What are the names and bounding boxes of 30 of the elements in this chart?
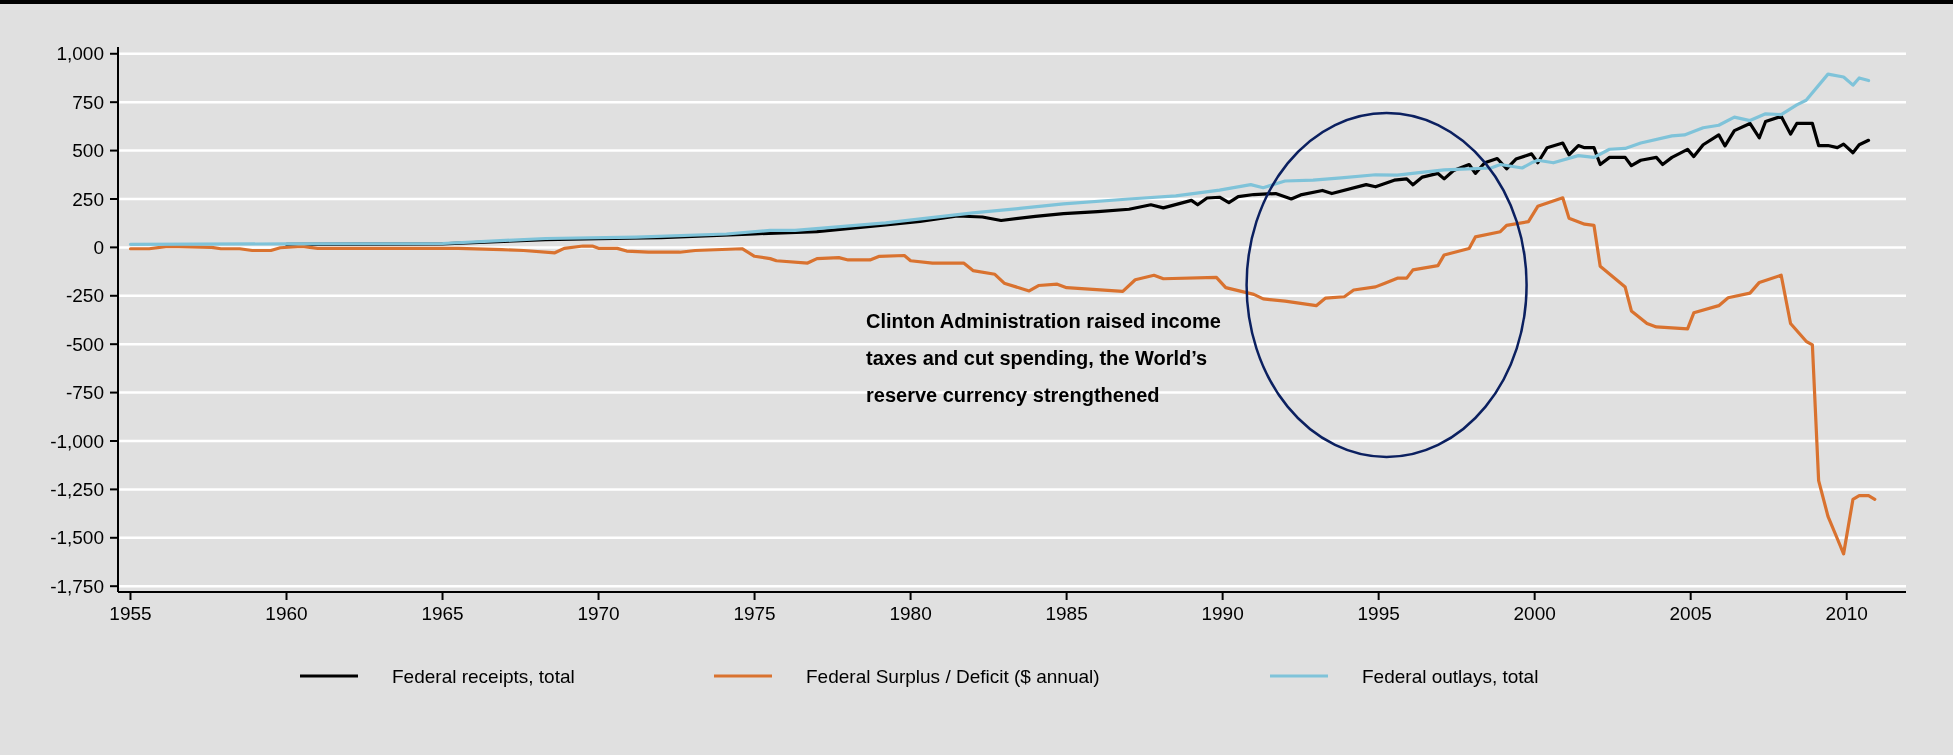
y-tick-label: 250	[72, 188, 104, 210]
annotation: Clinton Administration raised income taxes and cut spending, the World’s reserve currency strengthened	[866, 310, 1221, 406]
legend-label: Federal outlays, total	[1362, 665, 1539, 687]
y-tick-label: 500	[72, 140, 104, 162]
y-tick-label: -500	[65, 333, 104, 355]
y-tick-label: -750	[65, 382, 104, 404]
x-tick-label: 1970	[577, 603, 620, 624]
x-tick-label: 1980	[889, 603, 932, 624]
y-tick-label: -1,000	[50, 430, 104, 452]
x-tick-label: 2005	[1669, 603, 1712, 624]
x-tick-label: 1995	[1357, 603, 1400, 624]
x-tick-label: 1955	[109, 603, 152, 624]
y-tick-label: -1,750	[50, 575, 104, 597]
y-tick-label: -1,250	[50, 479, 104, 501]
x-tick-label: 1985	[1045, 603, 1088, 624]
y-tick-label: 0	[93, 237, 104, 259]
line-series	[128, 196, 1877, 556]
y-tick-label: 750	[72, 91, 104, 113]
legend-label: Federal receipts, total	[392, 665, 575, 687]
x-tick-label: 2000	[1513, 603, 1556, 624]
x-tick-label: 1990	[1201, 603, 1244, 624]
y-tick-label: -1,500	[50, 527, 104, 549]
line-series	[128, 72, 1871, 246]
y-tick-label: -250	[65, 285, 104, 307]
y-tick-label: 1,000	[56, 43, 104, 65]
x-tick-label: 2010	[1825, 603, 1868, 624]
x-tick-label: 1975	[733, 603, 776, 624]
x-tick-label: 1960	[265, 603, 308, 624]
x-tick-label: 1965	[421, 603, 464, 624]
legend-label: Federal Surplus / Deficit ($ annual)	[806, 665, 1100, 687]
